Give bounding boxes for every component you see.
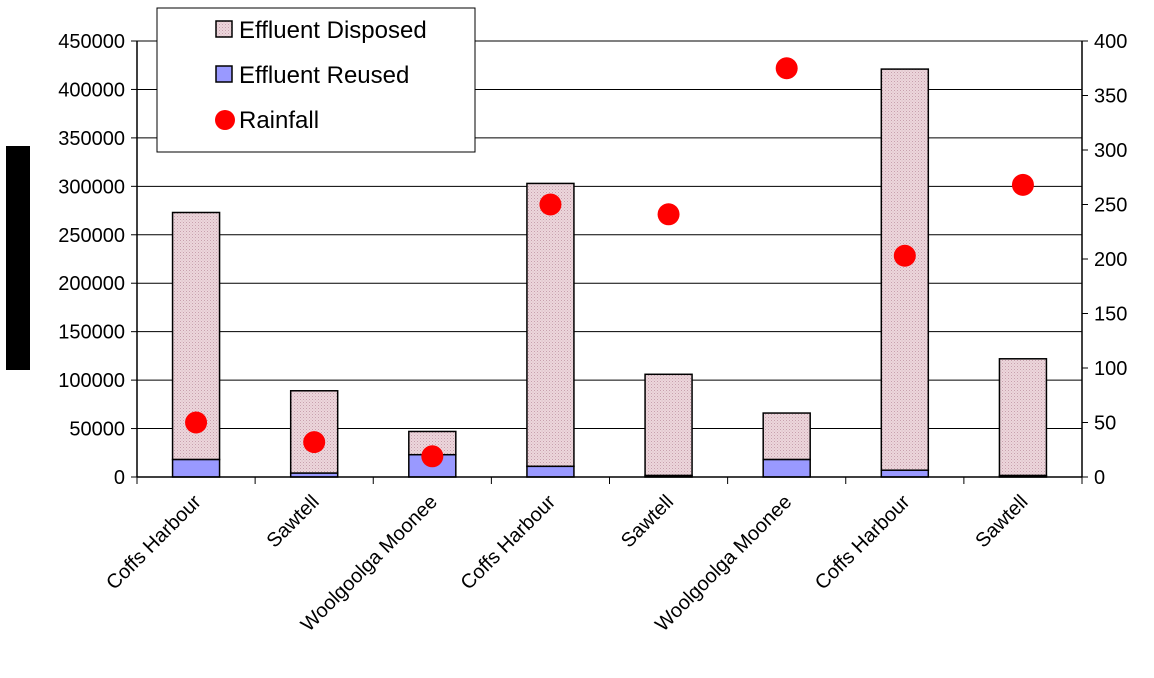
category-label: Sawtell: [263, 491, 324, 552]
bar-effluent-reused: [762, 458, 811, 478]
rainfall-point: [539, 193, 562, 216]
legend-label: Rainfall: [239, 107, 319, 134]
category-label: Sawtell: [971, 491, 1032, 552]
bar-effluent-disposed: [526, 182, 575, 468]
bar-effluent-reused: [526, 465, 575, 478]
right-tick-label: 300: [1094, 140, 1127, 162]
left-tick-label: 0: [114, 467, 125, 489]
left-tick-label: 350000: [58, 128, 125, 150]
right-tick-label: 150: [1094, 304, 1127, 326]
right-tick-label: 0: [1094, 467, 1105, 489]
category-label: Coffs Harbour: [457, 491, 561, 595]
right-axis-ticks: 0 50 100 150 200 250 300 350 400: [1082, 31, 1127, 489]
rainfall-point: [893, 244, 916, 267]
legend: Effluent Disposed Effluent Reused Rainfall: [156, 7, 476, 153]
legend-marker: [215, 110, 235, 130]
left-tick-label: 300000: [58, 176, 125, 198]
rainfall-point: [303, 431, 326, 454]
left-side-marker: [6, 146, 30, 370]
legend-label: Effluent Reused: [239, 62, 409, 89]
bar-effluent-reused: [171, 458, 221, 478]
rainfall-point: [775, 57, 798, 80]
left-tick-label: 200000: [58, 273, 125, 295]
right-tick-label: 200: [1094, 249, 1127, 271]
left-tick-label: 150000: [58, 322, 125, 344]
category-label: Sawtell: [617, 491, 678, 552]
bar-effluent-disposed: [880, 68, 930, 471]
left-tick-label: 100000: [58, 370, 125, 392]
left-tick-label: 400000: [58, 79, 125, 101]
bar-effluent-disposed: [762, 412, 811, 461]
rainfall-point: [185, 411, 208, 434]
category-label: Coffs Harbour: [102, 491, 206, 595]
legend-swatch: [215, 65, 233, 83]
category-label: Woolgoolga Moonee: [297, 491, 442, 636]
left-tick-label: 450000: [58, 31, 125, 53]
legend-label: Effluent Disposed: [239, 17, 427, 44]
left-tick-label: 250000: [58, 225, 125, 247]
legend-swatch: [215, 20, 233, 38]
rainfall-point: [1011, 173, 1034, 196]
rainfall-points: [185, 57, 1034, 468]
legend-box: [156, 7, 476, 153]
right-tick-label: 250: [1094, 195, 1127, 217]
right-tick-label: 50: [1094, 413, 1116, 435]
bar-effluent-disposed: [644, 373, 693, 477]
left-axis-ticks: 0 50000 100000 150000 200000 250000 300000 3500…: [58, 31, 137, 489]
bar-effluent-disposed: [998, 358, 1048, 477]
right-tick-label: 100: [1094, 358, 1127, 380]
right-tick-label: 400: [1094, 31, 1127, 53]
right-tick-label: 350: [1094, 86, 1127, 108]
rainfall-point: [657, 203, 680, 226]
category-label: Coffs Harbour: [811, 491, 915, 595]
category-label: Woolgoolga Moonee: [651, 491, 796, 636]
rainfall-point: [421, 445, 444, 468]
left-tick-label: 50000: [69, 419, 125, 441]
bars: [171, 68, 1048, 478]
bar-effluent-reused: [880, 469, 930, 478]
